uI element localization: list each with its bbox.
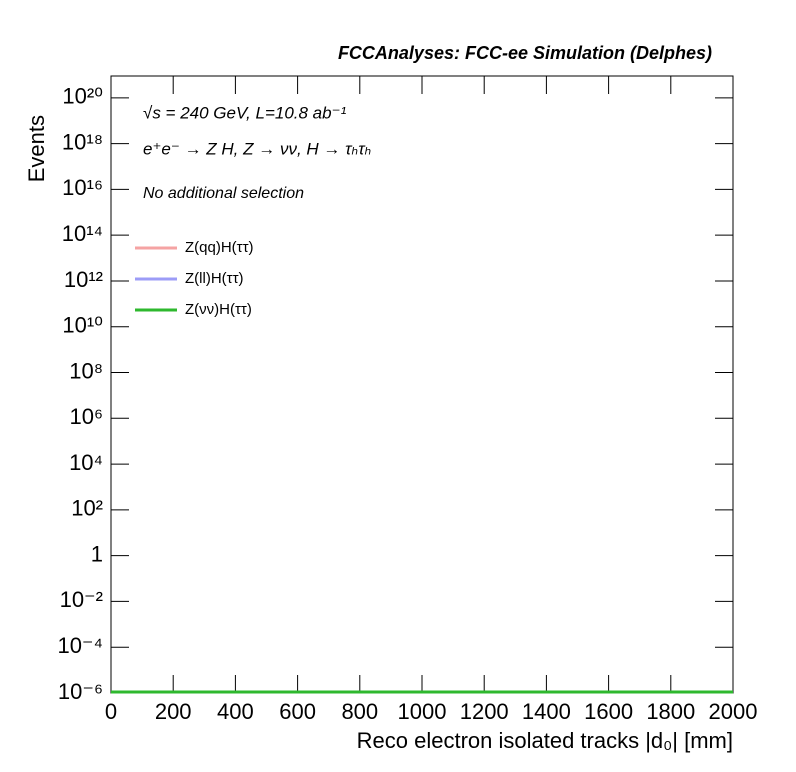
x-tick-label: 1400 bbox=[522, 699, 571, 724]
x-tick-label: 0 bbox=[105, 699, 117, 724]
y-tick-label: 10⁻² bbox=[60, 587, 103, 612]
y-tick-label: 10¹⁴ bbox=[62, 221, 103, 246]
legend-label: Z(qq)H(ττ) bbox=[185, 239, 254, 256]
y-tick-label: 10⁴ bbox=[69, 450, 103, 475]
y-tick-label: 10² bbox=[71, 496, 103, 521]
y-tick-label: 10¹² bbox=[64, 267, 103, 292]
y-tick-label: 10⁸ bbox=[69, 358, 103, 383]
annotation: √s = 240 GeV, L=10.8 ab⁻¹ bbox=[143, 103, 347, 122]
x-tick-label: 1600 bbox=[584, 699, 633, 724]
legend-label: Z(νν)H(ττ) bbox=[185, 301, 252, 318]
x-tick-label: 200 bbox=[155, 699, 192, 724]
y-tick-label: 10¹⁶ bbox=[62, 175, 103, 200]
chart-title: FCCAnalyses: FCC-ee Simulation (Delphes) bbox=[338, 43, 712, 63]
y-tick-label: 10⁶ bbox=[69, 404, 103, 429]
legend-label: Z(ll)H(ττ) bbox=[185, 270, 244, 287]
annotation: e⁺e⁻ → Z H, Z → νν, H → τₕτₕ bbox=[143, 139, 371, 158]
y-tick-label: 10¹⁰ bbox=[62, 313, 103, 338]
x-tick-label: 1800 bbox=[646, 699, 695, 724]
y-tick-label: 10²⁰ bbox=[62, 84, 103, 109]
y-tick-label: 1 bbox=[91, 541, 103, 566]
x-tick-label: 800 bbox=[341, 699, 378, 724]
plot-frame bbox=[110, 75, 734, 694]
y-axis-label: Events bbox=[24, 115, 49, 182]
y-tick-label: 10¹⁸ bbox=[62, 129, 103, 154]
y-tick-label: 10⁻⁶ bbox=[58, 679, 103, 704]
x-tick-label: 2000 bbox=[709, 699, 758, 724]
annotation: No additional selection bbox=[143, 185, 304, 202]
x-tick-label: 1200 bbox=[460, 699, 509, 724]
x-tick-label: 400 bbox=[217, 699, 254, 724]
x-tick-label: 600 bbox=[279, 699, 316, 724]
x-axis-label: Reco electron isolated tracks |d₀| [mm] bbox=[357, 728, 733, 753]
x-tick-label: 1000 bbox=[398, 699, 447, 724]
y-tick-label: 10⁻⁴ bbox=[57, 633, 103, 658]
